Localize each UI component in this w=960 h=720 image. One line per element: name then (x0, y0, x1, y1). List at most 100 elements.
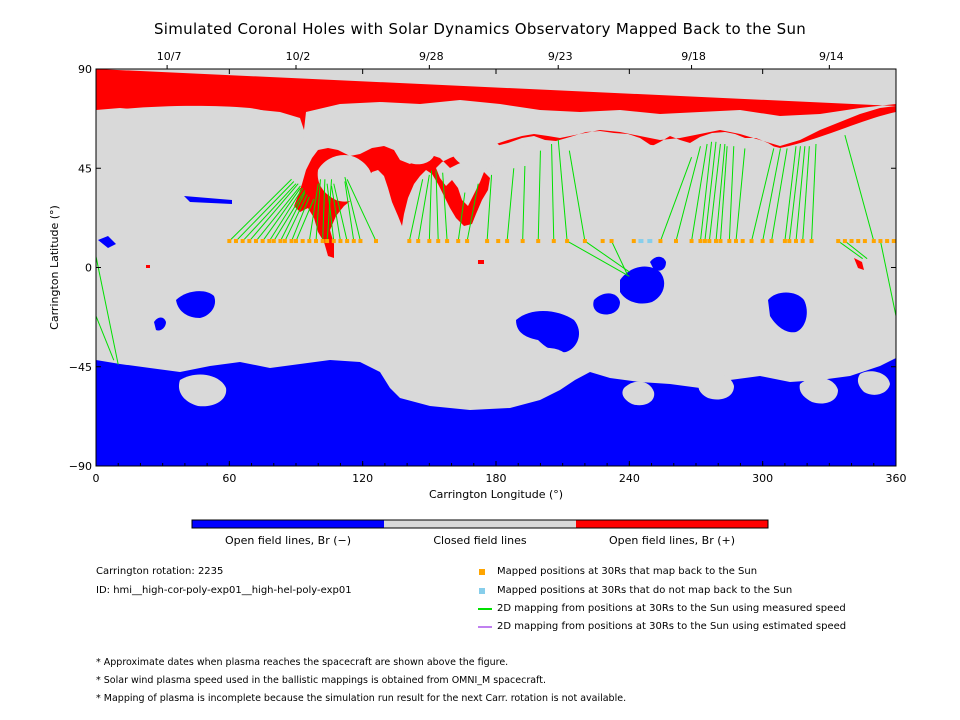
mapping-line (762, 148, 781, 242)
mapped-position-point (718, 239, 723, 244)
carrington-rotation: Carrington rotation: 2235 (96, 566, 224, 577)
blue-hole-1 (176, 291, 216, 318)
mapped-position-point (551, 239, 556, 244)
y-axis-label: Carrington Latitude (°) (48, 205, 61, 330)
mapping-line (719, 146, 728, 242)
mapping-line (435, 170, 439, 242)
mapping-line (248, 183, 299, 242)
closed-bulge-mid2 (398, 139, 435, 165)
date-tick-label: 10/7 (157, 50, 182, 63)
mapped-position-point (658, 239, 663, 244)
legend-not-mapped-label: Mapped positions at 30Rs that do not map… (497, 585, 793, 596)
mapping-line (566, 240, 630, 277)
mapped-position-point (689, 239, 694, 244)
mapping-line (466, 183, 479, 242)
y-tick-label: −45 (69, 361, 92, 374)
mapped-position-point (885, 239, 890, 244)
closed-bulge-west (96, 105, 305, 206)
mapping-line (715, 143, 726, 242)
mapping-line (659, 157, 693, 242)
x-tick-label: 0 (93, 472, 100, 485)
mapped-position-point (496, 239, 501, 244)
mapped-position-point (374, 239, 378, 244)
mapped-position-point (740, 239, 745, 244)
mapping-line (96, 315, 115, 361)
blue-hole-4 (593, 293, 620, 315)
mapping-line (837, 240, 863, 260)
colorbar-segment (576, 520, 768, 528)
mapped-position-point (271, 239, 276, 244)
x-tick-label: 60 (222, 472, 236, 485)
mapped-position-point (856, 239, 861, 244)
mapping-line (255, 185, 301, 242)
mapping-line (333, 183, 348, 242)
date-tick-label: 9/18 (681, 50, 706, 63)
mapping-line (344, 176, 361, 242)
mapped-position-point (485, 239, 490, 244)
mapped-position-point (582, 239, 587, 244)
mapping-line (331, 185, 341, 242)
x-axis-label: Carrington Longitude (°) (429, 488, 563, 501)
mapped-position-point (278, 239, 283, 244)
legend-mapped: Mapped positions at 30Rs that map back t… (478, 566, 757, 577)
lightblue-square-icon (479, 587, 485, 594)
mapping-line (728, 146, 735, 242)
mapping-line (346, 179, 377, 242)
mapped-position-point (505, 239, 510, 244)
mapping-line (751, 148, 775, 242)
mapping-line (457, 192, 466, 242)
mapped-position-point (849, 239, 854, 244)
mapped-position-point (260, 239, 265, 244)
mapping-line (557, 139, 568, 242)
closed-island-3 (698, 373, 734, 400)
mapping-line (699, 141, 713, 242)
mapping-line (784, 146, 797, 242)
legend-estimated-speed: 2D mapping from positions at 30Rs to the… (478, 621, 846, 632)
mapping-line (879, 240, 896, 317)
mapping-line (273, 190, 306, 242)
blue-hole-2 (154, 317, 166, 331)
x-tick-label: 120 (352, 472, 373, 485)
note-incomplete: * Mapping of plasma is incomplete becaus… (96, 693, 627, 704)
mapped-position-point (267, 239, 272, 244)
mapping-line (522, 166, 526, 242)
mapped-position-point (331, 239, 336, 244)
colorbar-label-positive: Open field lines, Br (+) (608, 534, 736, 547)
mapping-line (584, 240, 630, 273)
colorbar-segment (192, 520, 384, 528)
chart-title: Simulated Coronal Holes with Solar Dynam… (153, 20, 807, 38)
mapping-line (295, 198, 315, 242)
mapped-position-point (520, 239, 525, 244)
mapping-line (228, 178, 292, 242)
mapped-position-point (714, 239, 718, 244)
mapping-line (568, 150, 586, 242)
colorbar-label-closed: Closed field lines (433, 534, 527, 547)
blue-hole-3 (516, 310, 580, 353)
mapping-line (844, 135, 875, 242)
south-polar-hole (96, 358, 896, 466)
mapped-position-point (338, 239, 343, 244)
mapped-position-point (794, 239, 798, 244)
blue-hole-8 (98, 236, 116, 248)
mapping-line (428, 170, 433, 242)
mapped-position-point (800, 239, 805, 244)
mapping-line (284, 194, 308, 242)
mapped-position-point (320, 239, 325, 244)
mapped-position-point (436, 239, 441, 244)
mapped-position-point (289, 239, 294, 244)
red-speck-1 (146, 265, 150, 268)
mapped-position-point (325, 239, 330, 244)
legend-measured-label: 2D mapping from positions at 30Rs to the… (497, 603, 846, 614)
colorbar (191, 519, 769, 529)
mapped-position-point (631, 239, 636, 244)
mapping-line (326, 179, 333, 242)
note-speed: * Solar wind plasma speed used in the ba… (96, 675, 546, 686)
mapped-position-point (891, 239, 896, 244)
mapping-line (844, 240, 868, 260)
mapping-line (802, 146, 810, 242)
closed-island-2 (622, 381, 655, 406)
colorbar-frame (191, 519, 769, 529)
mapped-position-point (240, 239, 245, 244)
blue-hole-7 (768, 292, 807, 333)
mapping-line (675, 146, 701, 242)
